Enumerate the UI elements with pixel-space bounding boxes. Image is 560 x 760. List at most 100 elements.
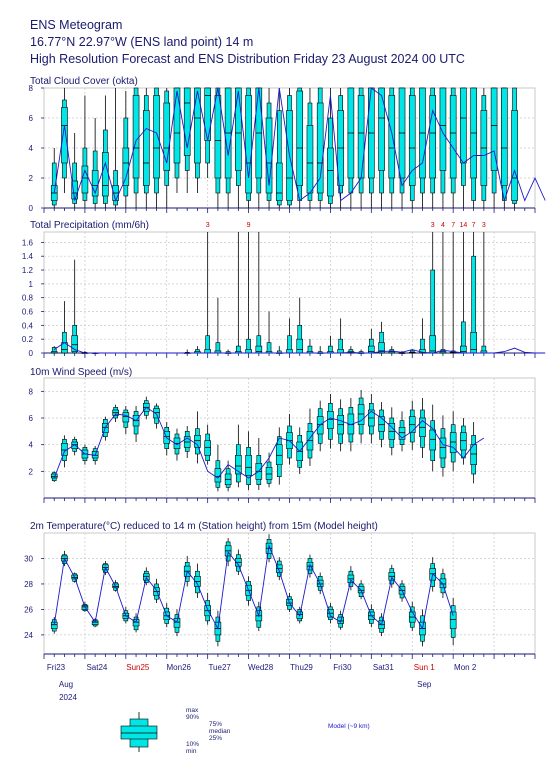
ens-box <box>91 118 99 208</box>
box-p25-p75 <box>490 87 498 171</box>
location-line: 16.77°N 22.97°W (ENS land point) 14 m <box>30 35 254 49</box>
ens-box <box>296 297 304 354</box>
ens-box <box>388 346 396 354</box>
y-tick-label: 1 <box>29 280 34 289</box>
ens-box <box>132 613 140 633</box>
ens-box <box>194 87 201 193</box>
y-tick-label: 30 <box>24 554 33 563</box>
x-month-label: Aug <box>59 680 73 689</box>
ens-box <box>71 133 78 208</box>
capped-value-label: 3 <box>482 222 486 229</box>
ens-box <box>480 232 488 354</box>
box-p25-p75 <box>194 87 201 164</box>
ens-box <box>275 88 283 208</box>
ens-box <box>368 394 375 444</box>
y-tick-label: 0.6 <box>22 308 34 317</box>
x-date-label: Thu29 <box>290 663 313 672</box>
ens-box <box>275 346 283 354</box>
box-p25-p75 <box>449 611 457 629</box>
y-tick-label: 4 <box>29 441 34 450</box>
legend-min-label: min <box>186 748 197 755</box>
ens-box <box>122 91 130 208</box>
ens-box <box>357 390 365 444</box>
x-date-label: Mon 2 <box>454 663 477 672</box>
ens-box <box>347 566 355 591</box>
hires-line <box>53 342 546 354</box>
ens-box <box>306 339 314 354</box>
ens-box <box>449 597 457 646</box>
legend-p25-label: 25% <box>209 735 222 742</box>
y-tick-label: 0.4 <box>22 321 34 330</box>
legend-model-label: Model (~9 km) <box>328 723 370 730</box>
box-p25-p75 <box>460 432 467 451</box>
x-date-label: Fri30 <box>333 663 352 672</box>
ens-box <box>439 87 447 208</box>
box-p25-p75 <box>388 95 396 179</box>
ens-box <box>235 232 242 354</box>
legend-p75-label: 75% <box>209 721 222 728</box>
box-p25-p75 <box>122 147 130 186</box>
ens-box <box>102 95 109 208</box>
box-p25-p75 <box>347 413 355 435</box>
ens-box <box>408 400 416 450</box>
hires-line <box>53 87 546 203</box>
ens-box <box>132 406 140 442</box>
y-tick-label: 1.4 <box>22 252 34 261</box>
ens-box <box>153 403 160 429</box>
ens-box <box>235 424 242 488</box>
ens-box <box>214 297 222 354</box>
x-date-label: Sun 1 <box>414 663 435 672</box>
capped-value-label: 3 <box>206 222 210 229</box>
box-p25-p75 <box>173 87 181 164</box>
ens-box <box>173 609 181 637</box>
box-p25-p75 <box>142 110 150 186</box>
box-p25-p75 <box>61 107 68 164</box>
ens-box <box>429 404 437 472</box>
box-p25-p75 <box>163 102 171 171</box>
ens-box <box>163 88 171 208</box>
box-p25-p75 <box>245 349 252 354</box>
ens-box <box>183 87 191 193</box>
ens-box <box>224 87 232 208</box>
ens-box <box>50 617 58 634</box>
ens-box <box>194 411 201 464</box>
ens-box <box>275 427 283 485</box>
box-p25-p75 <box>327 147 334 197</box>
x-date-label: Tue27 <box>208 663 231 672</box>
box-p25-p75 <box>153 408 160 419</box>
ens-box <box>255 87 263 208</box>
y-tick-label: 1.2 <box>22 266 34 275</box>
ens-box <box>439 568 447 598</box>
ens-box <box>368 328 375 354</box>
legend-median-label: median <box>209 728 231 735</box>
y-tick-label: 0 <box>29 204 34 213</box>
box-p25-p75 <box>378 87 385 171</box>
box-p25-p75 <box>357 586 365 594</box>
ens-box <box>316 87 324 208</box>
ens-box <box>316 400 324 452</box>
ens-box <box>388 87 396 208</box>
y-tick-label: 8 <box>29 387 34 396</box>
box-p25-p75 <box>296 90 304 186</box>
box-p25-p75 <box>214 95 222 179</box>
ens-box <box>265 88 273 208</box>
y-tick-label: 28 <box>24 580 33 589</box>
box-p25-p75 <box>357 95 365 179</box>
ens-box <box>490 87 498 208</box>
ens-box <box>194 346 201 354</box>
ens-box <box>255 232 263 354</box>
x-month-label: Sep <box>417 680 432 689</box>
box-p25-p75 <box>429 95 437 179</box>
ens-box <box>449 411 457 472</box>
panel-3: 24 26 28 30 2m Temperature(°C) reduced to 14… <box>24 521 536 659</box>
ens-box <box>153 87 160 208</box>
box-p25-p75 <box>245 95 252 194</box>
box-p25-p75 <box>429 429 437 451</box>
y-tick-label: 6 <box>29 414 34 423</box>
capped-value-label: 7 <box>451 222 455 229</box>
ens-box <box>61 301 68 354</box>
ens-box <box>327 88 334 208</box>
ens-box <box>511 87 518 208</box>
